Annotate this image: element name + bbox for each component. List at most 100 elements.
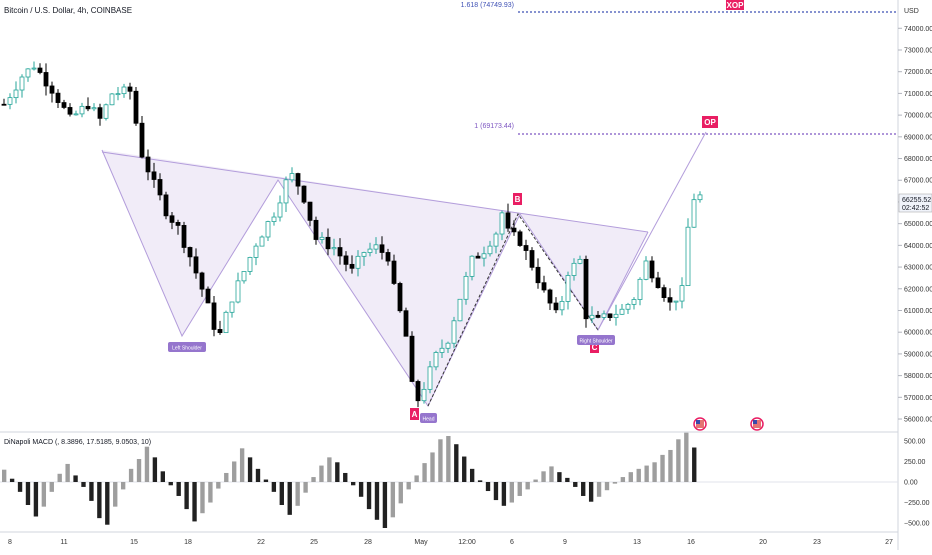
- candle-body: [157, 179, 163, 196]
- candle-body: [97, 107, 103, 119]
- candlestick-series: [1, 61, 703, 408]
- macd-bar: [271, 482, 277, 492]
- time-tick-label: 12:00: [458, 539, 476, 546]
- abc-legs: [427, 212, 599, 407]
- candle-body: [109, 93, 115, 106]
- candle-body: [601, 313, 607, 318]
- macd-bar: [604, 482, 610, 491]
- macd-bar: [549, 466, 554, 482]
- macd-tick-label: −500.00: [904, 521, 930, 528]
- macd-title: DiNapoli MACD (, 8.3896, 17.5185, 9.0503…: [4, 439, 151, 446]
- macd-bar: [168, 482, 173, 486]
- candle-body: [43, 72, 49, 87]
- macd-bar: [573, 482, 578, 487]
- candle-body: [85, 105, 91, 110]
- price-tick-label: 56000.00: [904, 417, 932, 424]
- candle-body: [313, 219, 319, 240]
- candle-body: [283, 179, 289, 204]
- candle-body: [439, 347, 445, 353]
- candle-body: [469, 255, 475, 277]
- right-shoulder-text: Right Shoulder: [579, 339, 612, 345]
- macd-tick-label: 250.00: [904, 459, 926, 466]
- candle-body: [223, 311, 229, 334]
- macd-bar: [588, 482, 594, 502]
- candle-body: [631, 299, 637, 305]
- head-tag[interactable]: Head: [420, 413, 437, 423]
- projection-line: [597, 131, 707, 331]
- candle-body: [133, 90, 139, 124]
- price-axis[interactable]: 74000.00 73000.00 72000.00 71000.00 70000.00…: [898, 26, 932, 424]
- candle-body: [547, 289, 553, 304]
- point-a-bg: [410, 408, 419, 420]
- candle-body: [289, 173, 295, 181]
- point-b-badge[interactable]: B: [513, 193, 522, 205]
- event-icon-canton: [696, 420, 700, 424]
- time-tick-label: 18: [184, 539, 192, 546]
- macd-bar: [406, 482, 411, 490]
- candle-body: [127, 86, 133, 92]
- macd-bar: [668, 449, 673, 482]
- right-shoulder-tag[interactable]: Right Shoulder: [577, 335, 615, 345]
- time-axis[interactable]: 8 11 15 18 22 25 28 May 12:00 6 9 13 16 20 23 27: [8, 539, 893, 546]
- candle-body: [553, 302, 559, 311]
- price-tick-label: 73000.00: [904, 47, 932, 54]
- candle-body: [607, 313, 613, 319]
- candle-body: [355, 255, 361, 269]
- macd-bar: [9, 478, 15, 482]
- left-shoulder-tag[interactable]: Left Shoulder: [168, 342, 206, 352]
- us-flag-event-icon[interactable]: [750, 417, 764, 431]
- macd-bar: [49, 482, 54, 492]
- macd-axis[interactable]: 500.00 250.00 0.00 −250.00 −500.00: [904, 438, 930, 527]
- candle-body: [247, 257, 253, 272]
- point-c-badge[interactable]: C: [590, 341, 599, 353]
- candle-body: [13, 89, 19, 99]
- price-tick-label: 65000.00: [904, 221, 932, 228]
- price-tick-label: 60000.00: [904, 330, 932, 337]
- left-shoulder-text: Left Shoulder: [172, 346, 202, 352]
- candle-body: [25, 68, 31, 78]
- point-a-text: A: [412, 410, 418, 419]
- macd-bar: [628, 472, 633, 482]
- point-a-badge[interactable]: A: [410, 408, 419, 420]
- point-b-text: B: [515, 195, 521, 204]
- fib-1618-label: 1.618 (74749.93): [461, 2, 514, 9]
- head-text: Head: [423, 417, 435, 423]
- macd-bar: [517, 482, 522, 496]
- price-tick-label: 59000.00: [904, 351, 932, 358]
- macd-bar: [232, 461, 237, 482]
- candle-body: [163, 194, 169, 217]
- macd-bar: [160, 471, 165, 482]
- price-tick-label: 57000.00: [904, 395, 932, 402]
- macd-bar: [57, 473, 62, 482]
- macd-bar: [144, 446, 150, 482]
- macd-bar: [565, 477, 570, 482]
- current-price-bg: [898, 193, 932, 213]
- macd-bar: [33, 482, 39, 517]
- time-tick-label: 23: [813, 539, 821, 546]
- candle-body: [103, 104, 109, 119]
- candle-body: [403, 310, 409, 337]
- macd-bar: [311, 477, 316, 482]
- us-flag-event-icon[interactable]: [693, 417, 707, 431]
- macd-bar: [469, 468, 475, 482]
- macd-histogram: [0, 432, 898, 528]
- candle-body: [529, 250, 535, 268]
- macd-tick-label: 0.00: [904, 480, 918, 487]
- current-price-tag[interactable]: 66255.52 02:42:52: [898, 193, 932, 213]
- candle-body: [661, 287, 667, 298]
- op-badge-bg: [702, 116, 718, 128]
- candle-body: [613, 313, 619, 319]
- candle-body: [649, 260, 655, 279]
- macd-tick-label: −250.00: [904, 500, 930, 507]
- candle-body: [391, 260, 397, 284]
- xop-badge[interactable]: XOP: [726, 0, 744, 10]
- macd-bar: [136, 459, 142, 482]
- candle-body: [307, 201, 313, 221]
- candle-body: [673, 300, 679, 303]
- macd-bar: [120, 482, 126, 490]
- macd-bar: [501, 482, 507, 506]
- candle-body: [541, 282, 547, 291]
- candle-body: [205, 288, 211, 304]
- op-badge[interactable]: OP: [702, 116, 718, 128]
